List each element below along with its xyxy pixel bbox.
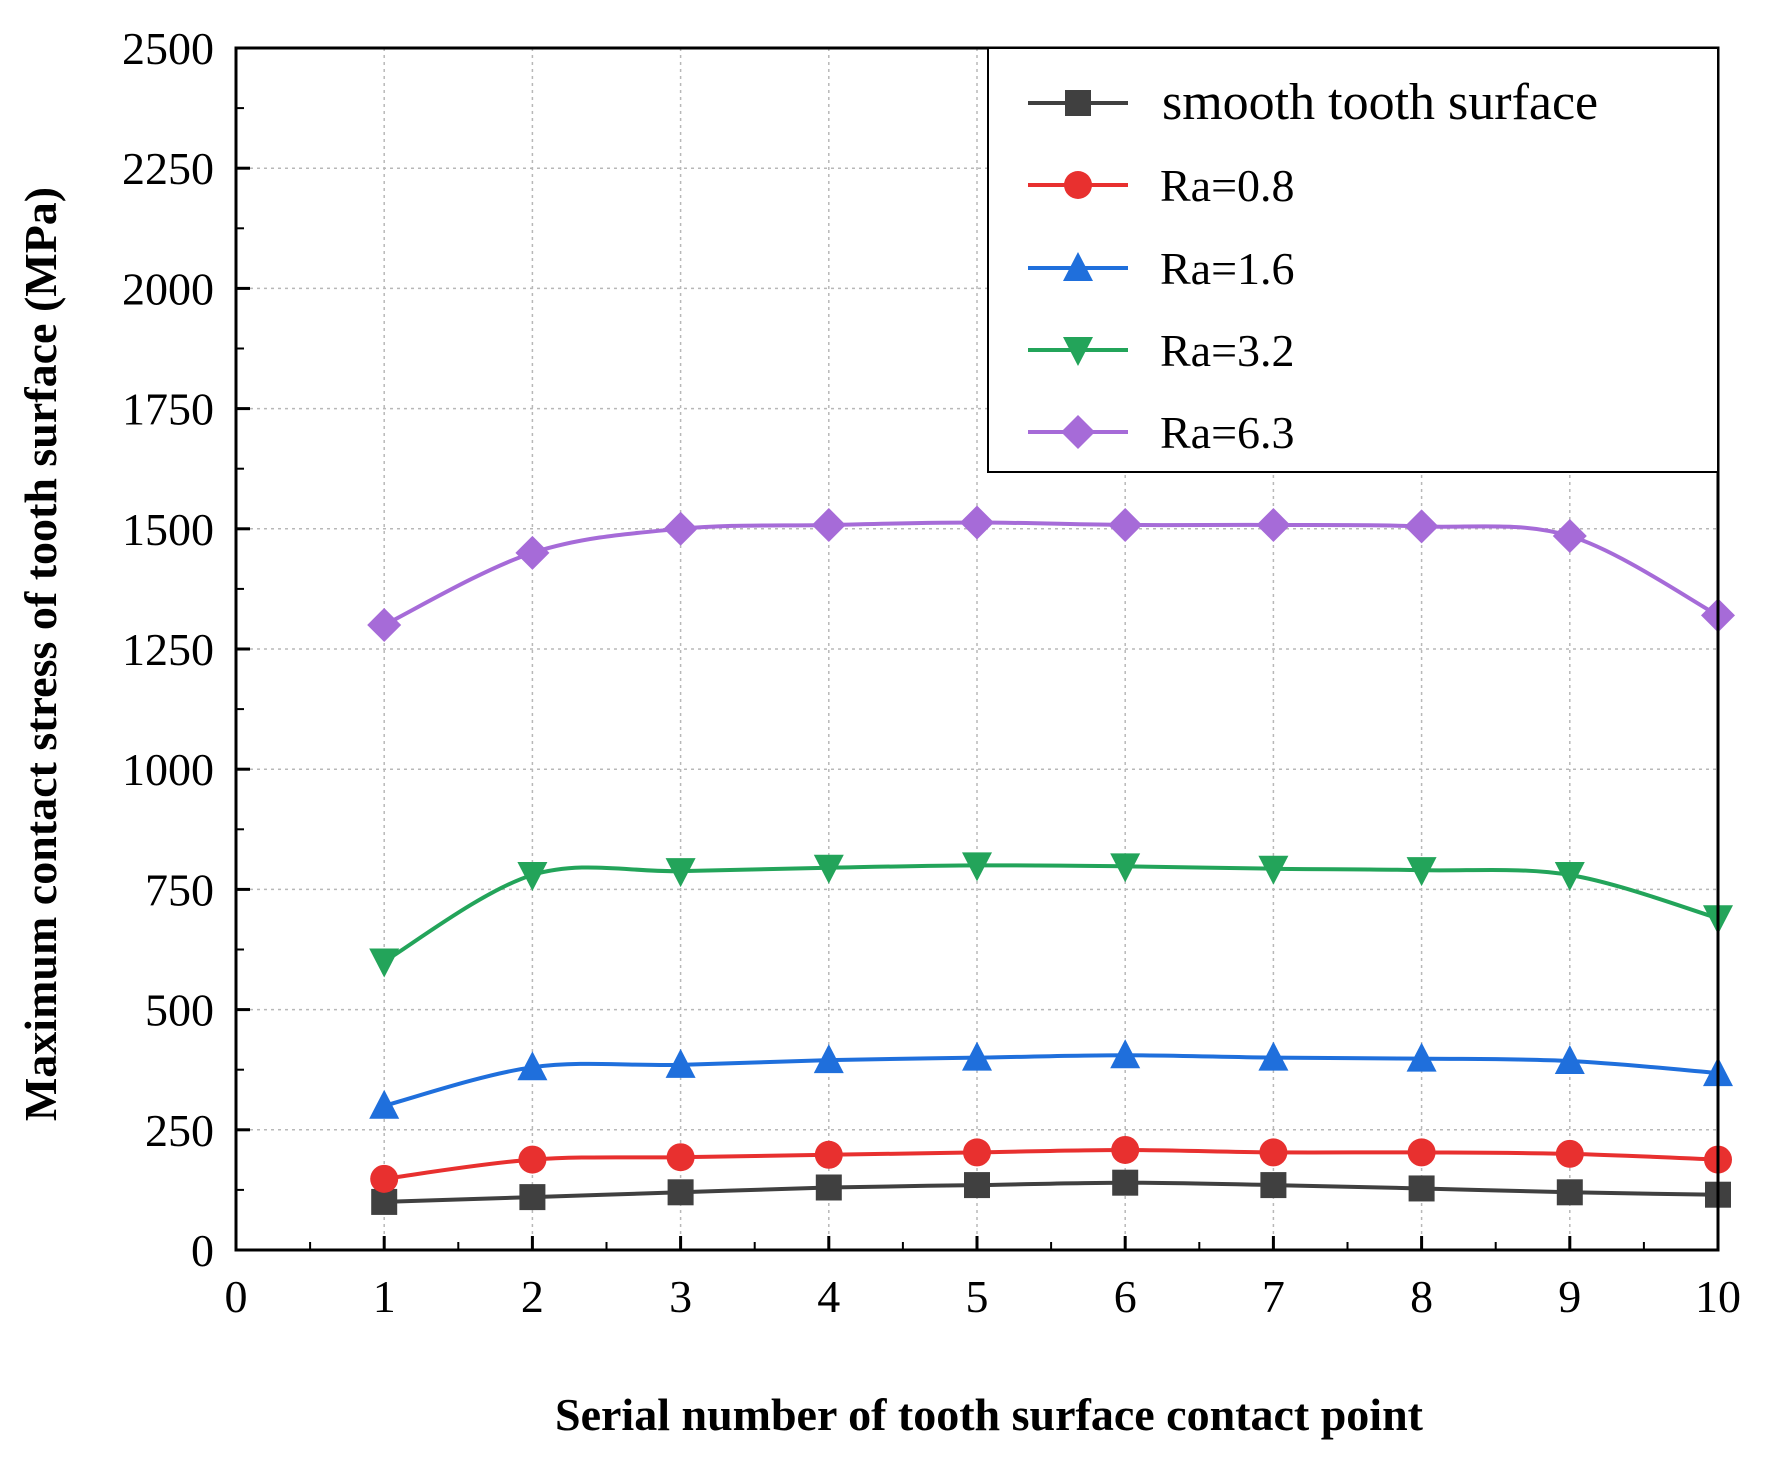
series-2-line xyxy=(383,1053,1719,1108)
series-1-point xyxy=(518,1145,547,1174)
series-markers xyxy=(367,505,1735,1215)
series-4-point xyxy=(367,607,402,642)
x-tick-label: 7 xyxy=(1262,1271,1285,1322)
series-2-point xyxy=(1258,1041,1289,1071)
axis-ticks xyxy=(234,46,1720,1252)
legend-marker-series-4 xyxy=(1061,415,1095,449)
series-0-point xyxy=(1260,1172,1287,1199)
y-tick-label: 1500 xyxy=(122,504,214,555)
series-4-point xyxy=(1256,507,1291,542)
series-3-point xyxy=(1406,857,1437,887)
series-2-point xyxy=(813,1044,844,1074)
legend-label-series-4: Ra=6.3 xyxy=(1160,407,1295,458)
y-tick-label: 2250 xyxy=(122,143,214,194)
series-1-point xyxy=(1259,1138,1288,1167)
y-tick-label: 2500 xyxy=(122,23,214,74)
series-4-point xyxy=(1552,519,1587,554)
series-2-point xyxy=(1406,1042,1437,1072)
legend-label-series-2: Ra=1.6 xyxy=(1160,243,1295,294)
x-tick-label: 2 xyxy=(521,1271,544,1322)
x-tick-label: 3 xyxy=(669,1271,692,1322)
x-tick-label: 1 xyxy=(373,1271,396,1322)
series-3-point xyxy=(1110,853,1141,883)
series-lines xyxy=(383,520,1719,1204)
series-4-point xyxy=(811,507,846,542)
series-1-point xyxy=(1111,1135,1140,1164)
y-axis-title: Maximum contact stress of tooth surface … xyxy=(15,187,66,1121)
series-3-point xyxy=(665,858,696,888)
series-0-point xyxy=(519,1184,546,1211)
series-0-point xyxy=(667,1179,694,1206)
series-1-point xyxy=(1555,1139,1584,1168)
series-2-point xyxy=(1110,1039,1141,1069)
y-tick-label: 1000 xyxy=(122,744,214,795)
series-2-point xyxy=(1554,1045,1585,1075)
x-tick-label: 10 xyxy=(1695,1271,1741,1322)
legend-label-series-3: Ra=3.2 xyxy=(1160,325,1295,376)
series-2-point xyxy=(369,1089,400,1119)
y-tick-label: 250 xyxy=(145,1105,214,1156)
series-4-point xyxy=(515,535,550,570)
x-tick-label: 6 xyxy=(1114,1271,1137,1322)
series-0-point xyxy=(1556,1179,1583,1206)
series-2-point xyxy=(665,1048,696,1078)
legend-label-series-1: Ra=0.8 xyxy=(1160,160,1295,211)
series-1-point xyxy=(370,1164,399,1193)
legend-marker-series-0 xyxy=(1065,90,1091,116)
x-tick-label: 5 xyxy=(966,1271,989,1322)
series-0-point xyxy=(815,1174,842,1201)
series-4-point xyxy=(663,511,698,546)
series-2-point xyxy=(517,1051,548,1081)
legend-marker-series-2 xyxy=(1063,252,1093,281)
y-tick-label: 1750 xyxy=(122,384,214,435)
x-axis-tick-labels: 0 1 2 3 4 5 6 7 8 9 10 xyxy=(225,1271,1742,1322)
series-3-point xyxy=(1554,861,1585,891)
series-4-point xyxy=(1108,507,1143,542)
series-0-point xyxy=(1408,1175,1435,1202)
series-0-point xyxy=(1112,1169,1139,1196)
series-3-line xyxy=(383,863,1719,964)
y-tick-label: 2000 xyxy=(122,263,214,314)
legend-box xyxy=(987,47,1719,473)
series-2-point xyxy=(962,1041,992,1071)
legend-label-series-0: smooth tooth surface xyxy=(1162,74,1598,131)
y-tick-label: 500 xyxy=(145,985,214,1036)
x-tick-label: 4 xyxy=(817,1271,840,1322)
series-3-point xyxy=(813,854,844,884)
y-axis-tick-labels: 0 250 500 750 1000 1250 1500 1750 2000 2250 2500 xyxy=(122,23,214,1276)
series-0-point xyxy=(371,1188,398,1215)
series-1-point xyxy=(963,1138,991,1167)
series-1-point xyxy=(666,1143,695,1172)
y-tick-label: 1250 xyxy=(122,624,214,675)
y-tick-label: 0 xyxy=(191,1225,214,1276)
series-3-point xyxy=(517,861,548,891)
legend-marker-series-3 xyxy=(1063,337,1093,366)
series-3-point xyxy=(962,852,992,882)
series-1-line xyxy=(383,1147,1719,1181)
series-1-point xyxy=(814,1140,843,1169)
series-1-point xyxy=(1407,1138,1436,1167)
series-4-line xyxy=(383,520,1719,627)
series-4-point xyxy=(1404,509,1439,544)
x-tick-label: 9 xyxy=(1558,1271,1581,1322)
x-tick-label: 0 xyxy=(225,1271,248,1322)
series-4-point xyxy=(960,505,994,540)
x-tick-label: 8 xyxy=(1410,1271,1433,1322)
series-3-point xyxy=(369,948,400,978)
y-tick-label: 750 xyxy=(145,864,214,915)
x-axis-title: Serial number of tooth surface contact p… xyxy=(555,1389,1424,1440)
legend-marker-series-1 xyxy=(1064,171,1092,199)
legend: smooth tooth surface Ra=0.8 Ra=1.6 Ra=3.2 Ra… xyxy=(987,47,1719,473)
series-0-point xyxy=(964,1172,990,1199)
series-0-line xyxy=(384,1180,1719,1204)
series-3-point xyxy=(1258,855,1289,885)
